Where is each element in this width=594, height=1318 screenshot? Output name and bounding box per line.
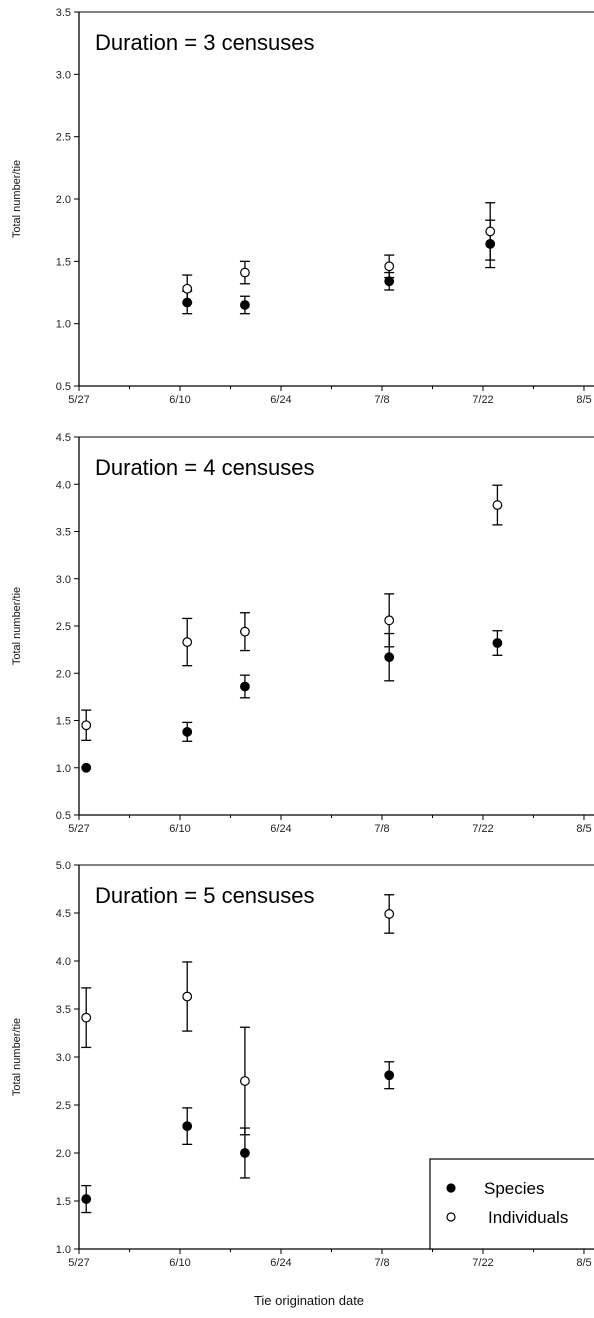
individuals-point <box>384 261 395 272</box>
individuals-point <box>384 615 395 626</box>
species-point <box>384 276 395 287</box>
species-point <box>240 300 250 310</box>
legend-label: Individuals <box>488 1208 568 1227</box>
chart-panel-2: 0.5 1.0 1.5 2.0 2.5 3.0 3.5 4.0 4.5 5/27 6/10 6/24 7… <box>11 432 594 835</box>
x-tick-label: 6/24 <box>270 1257 291 1269</box>
species-point <box>81 1194 92 1204</box>
y-tick-label: 2.5 <box>56 621 71 633</box>
y-tick-label: 1.0 <box>56 763 71 775</box>
x-tick-label: 7/22 <box>472 823 493 835</box>
y-tick-label: 2.0 <box>56 194 71 206</box>
individuals-point <box>81 1012 92 1023</box>
y-tick-label: 1.5 <box>56 1196 71 1208</box>
individuals-point <box>182 637 193 647</box>
legend-individuals-marker <box>446 1212 456 1222</box>
x-tick-label: 7/8 <box>374 1257 389 1269</box>
y-tick-label: 3.5 <box>56 527 71 539</box>
individuals-point <box>485 226 496 237</box>
y-axis-title: Total number/tie <box>11 160 23 238</box>
y-tick-label: 4.5 <box>56 908 71 920</box>
y-tick-label: 3.0 <box>56 574 71 586</box>
x-tick-label: 8/5 <box>576 1257 591 1269</box>
x-tick-label: 5/27 <box>68 823 89 835</box>
y-tick-label: 3.5 <box>56 7 71 19</box>
y-tick-label: 2.5 <box>56 1100 71 1112</box>
y-tick-label: 4.0 <box>56 956 71 968</box>
x-tick-label: 8/5 <box>576 823 591 835</box>
individuals-point <box>492 500 503 510</box>
chart-panel-3: 1.0 1.5 2.0 2.5 3.0 3.5 4.0 4.5 5.0 5/27 6/10 6/24 7… <box>11 860 594 1308</box>
individuals-point <box>182 991 193 1002</box>
individuals-point <box>81 720 92 731</box>
x-tick-label: 6/10 <box>169 1257 190 1269</box>
y-tick-label: 2.0 <box>56 1148 71 1160</box>
x-tick-label: 5/27 <box>68 1257 89 1269</box>
individuals-point <box>240 267 250 278</box>
x-tick-label: 6/24 <box>270 823 291 835</box>
individuals-point <box>384 909 395 919</box>
panel-title: Duration = 4 censuses <box>95 455 315 480</box>
x-axis-title: Tie origination date <box>254 1293 364 1308</box>
y-tick-label: 3.0 <box>56 1052 71 1064</box>
species-point <box>240 681 250 692</box>
x-tick-label: 8/5 <box>576 394 591 406</box>
panel-title: Duration = 5 censuses <box>95 883 315 908</box>
species-point <box>240 1148 250 1158</box>
x-tick-label: 7/8 <box>374 823 389 835</box>
y-tick-label: 2.0 <box>56 668 71 680</box>
y-tick-label: 4.5 <box>56 432 71 444</box>
y-tick-label: 4.0 <box>56 479 71 491</box>
chart-panel-1: 0.5 1.0 1.5 2.0 2.5 3.0 3.5 5/27 6/10 6/24 7/8 7/22… <box>11 7 594 406</box>
y-tick-label: 1.5 <box>56 716 71 728</box>
y-tick-label: 2.5 <box>56 132 71 144</box>
x-tick-label: 7/22 <box>472 394 493 406</box>
legend: Species Individuals <box>429 1158 594 1250</box>
y-axis-title: Total number/tie <box>11 1018 23 1096</box>
y-tick-label: 1.0 <box>56 1244 71 1256</box>
species-point <box>182 726 193 737</box>
y-tick-label: 0.5 <box>56 381 71 393</box>
species-point <box>384 652 395 663</box>
y-tick-label: 3.5 <box>56 1004 71 1016</box>
species-point <box>182 1121 193 1132</box>
panel-title: Duration = 3 censuses <box>95 30 315 55</box>
y-tick-label: 3.0 <box>56 69 71 81</box>
individuals-point <box>182 283 193 294</box>
y-tick-label: 1.5 <box>56 256 71 268</box>
y-tick-label: 5.0 <box>56 860 71 872</box>
x-tick-label: 6/24 <box>270 394 291 406</box>
x-tick-label: 6/10 <box>169 823 190 835</box>
individuals-point <box>240 626 250 637</box>
x-tick-label: 7/8 <box>374 394 389 406</box>
species-point <box>492 638 503 648</box>
individuals-point <box>240 1076 250 1086</box>
x-tick-label: 7/22 <box>472 1257 493 1269</box>
x-tick-label: 6/10 <box>169 394 190 406</box>
x-tick-label: 5/27 <box>68 394 89 406</box>
y-tick-label: 0.5 <box>56 810 71 822</box>
y-axis-title: Total number/tie <box>11 587 23 665</box>
y-tick-label: 1.0 <box>56 319 71 331</box>
species-point <box>384 1070 395 1081</box>
legend-box <box>429 1158 594 1250</box>
species-point <box>81 762 92 773</box>
legend-species-marker <box>446 1183 456 1193</box>
legend-label: Species <box>484 1179 544 1198</box>
